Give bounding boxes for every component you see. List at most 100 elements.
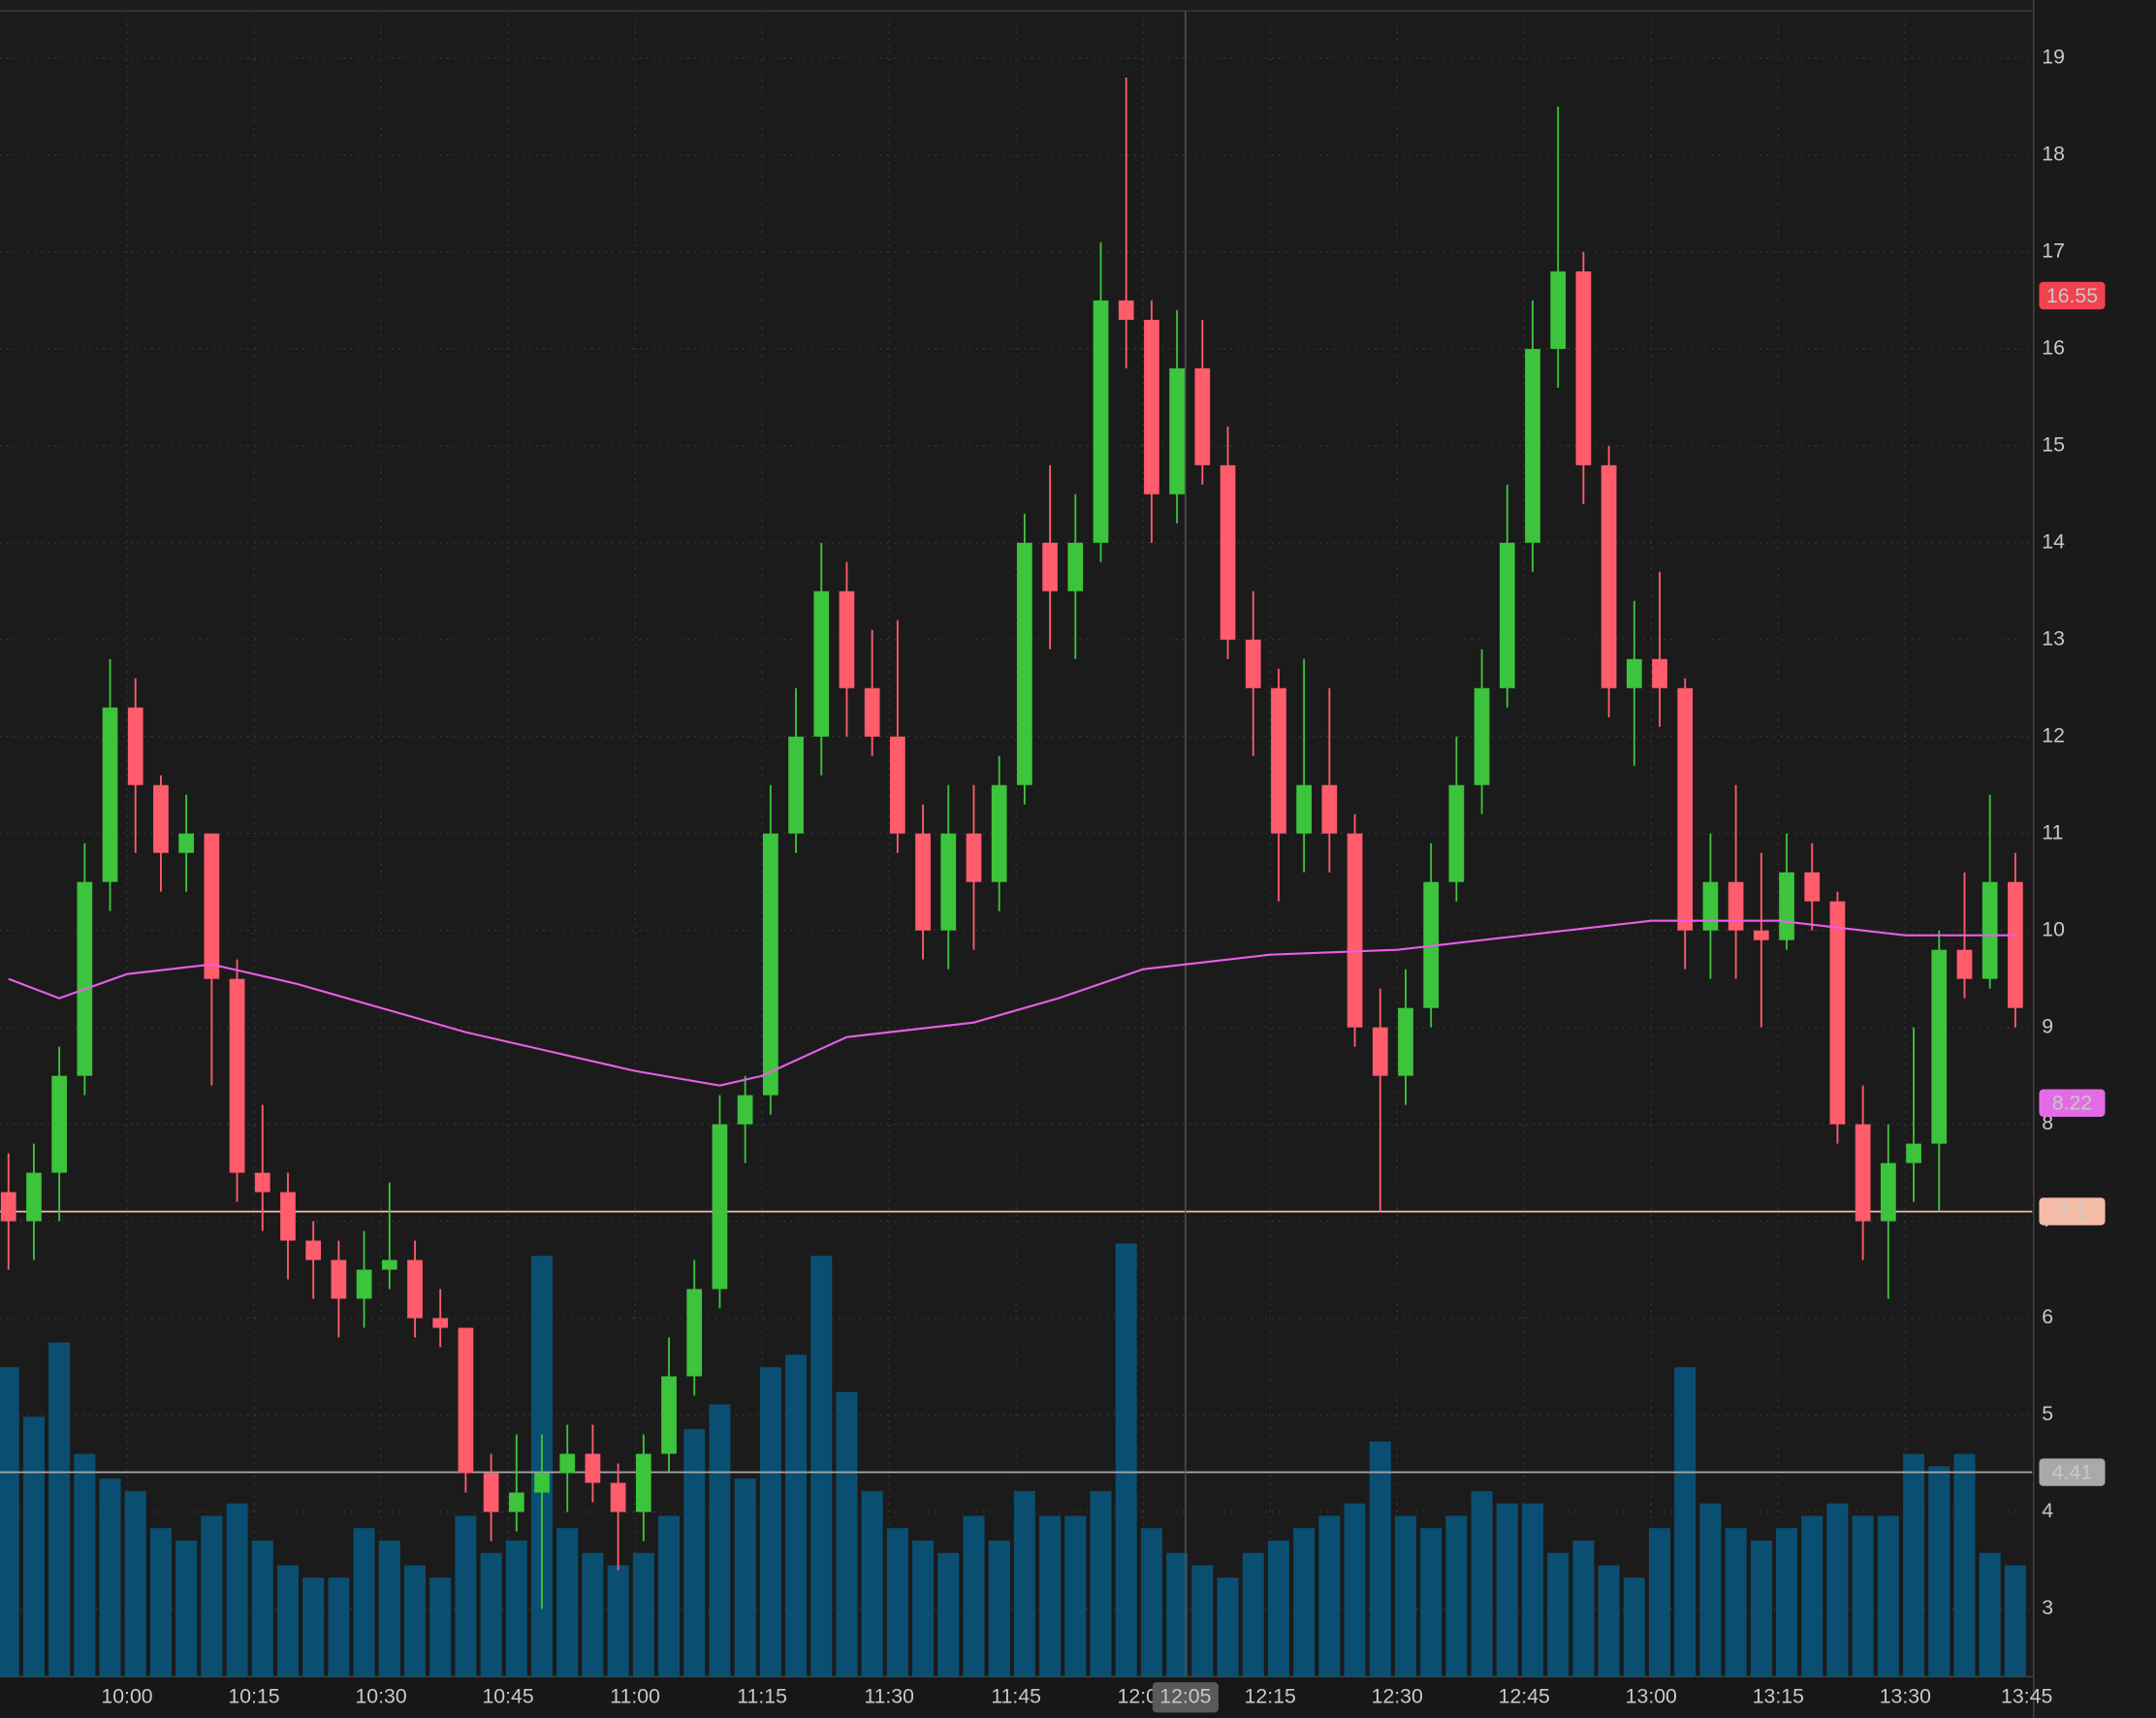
volume-bar (937, 1552, 960, 1677)
candle-body (204, 833, 220, 979)
volume-bar (1598, 1565, 1620, 1677)
candle-body (864, 687, 880, 737)
volume-bar (1115, 1243, 1137, 1677)
volume-bar (403, 1565, 427, 1677)
volume-bar (734, 1479, 756, 1677)
candle-body (229, 978, 245, 1173)
candle-body (788, 736, 804, 834)
moving-average-line (8, 919, 2015, 1087)
candle-body (940, 833, 957, 931)
volume-bar (505, 1540, 527, 1677)
x-tick-label: 11:30 (864, 1684, 914, 1707)
volume-bar (1953, 1453, 1976, 1677)
candle-body (686, 1288, 703, 1377)
candle-body (305, 1240, 322, 1260)
candle-body (635, 1453, 651, 1512)
candle-body (559, 1453, 576, 1474)
candle-body (1118, 300, 1134, 320)
candle-body (26, 1172, 42, 1222)
candle-body (1271, 687, 1286, 834)
volume-bar (1674, 1367, 1696, 1677)
volume-bar (1547, 1552, 1569, 1677)
volume-bar (1267, 1540, 1289, 1677)
price-tag-box (2039, 281, 2106, 310)
y-tick-label: 10 (2042, 917, 2065, 940)
y-tick-label: 16 (2042, 336, 2065, 360)
candle-body (1728, 881, 1744, 931)
candle-body (1474, 687, 1490, 785)
candle-body (1220, 464, 1236, 640)
candle-body (1880, 1162, 1896, 1222)
volume-bar (1191, 1565, 1214, 1677)
volume-bar (175, 1540, 198, 1677)
x-tick-label: 11:45 (991, 1684, 1041, 1707)
candle-body (1017, 542, 1032, 785)
candle-body (1855, 1124, 1871, 1222)
candle-body (1321, 784, 1338, 834)
y-tick-label: 13 (2042, 626, 2065, 650)
x-tick-label: 13:30 (1880, 1684, 1931, 1707)
volume-bar (912, 1540, 935, 1677)
volume-bar (683, 1429, 706, 1677)
candle-body (534, 1473, 550, 1493)
volume-bar (1521, 1503, 1544, 1677)
crosshair-label-box (1152, 1682, 1219, 1713)
x-tick-label: 12:30 (1372, 1684, 1423, 1707)
price-tag-label: 16.55 (2046, 284, 2098, 307)
candle-body (1601, 464, 1617, 688)
candle-body (763, 833, 778, 1096)
volume-bar (1090, 1490, 1112, 1677)
candle-body (890, 736, 905, 834)
candle-body (737, 1095, 753, 1125)
volume-bar (276, 1565, 299, 1677)
candle-body (1753, 930, 1769, 940)
candle-body (407, 1259, 423, 1319)
candle-body (1525, 348, 1540, 543)
volume-bar (988, 1540, 1010, 1677)
volume-bar (455, 1515, 477, 1677)
candle-body (508, 1492, 524, 1512)
candle-body (1372, 1027, 1388, 1076)
volume-bar (1572, 1540, 1595, 1677)
x-tick-label: 10:30 (355, 1684, 406, 1707)
price-tag-box (2039, 1197, 2106, 1225)
candle-body (1245, 639, 1261, 688)
volume-bar (1928, 1466, 1950, 1677)
volume-bar (22, 1416, 45, 1677)
volume-bar (1826, 1503, 1849, 1677)
candle-body (0, 1192, 16, 1222)
x-tick-label: 10:15 (228, 1684, 279, 1707)
candle-body (661, 1376, 677, 1454)
volume-bar (1013, 1490, 1035, 1677)
x-tick-label: 11:15 (737, 1684, 787, 1707)
y-tick-label: 12 (2042, 723, 2065, 747)
volume-bar (1623, 1577, 1645, 1677)
y-tick-label: 14 (2042, 529, 2065, 553)
candle-body (1702, 881, 1719, 931)
y-tick-label: 5 (2042, 1402, 2053, 1425)
volume-bar (556, 1528, 579, 1677)
candle-body (1144, 319, 1159, 494)
candle-body (2008, 881, 2023, 1008)
y-tick-label: 6 (2042, 1305, 2053, 1328)
x-tick-label: 13:00 (1626, 1684, 1677, 1707)
candle-body (458, 1327, 474, 1474)
volume-bar (1242, 1552, 1264, 1677)
crosshair-label: 12:05 (1159, 1684, 1211, 1707)
candle-body (280, 1192, 296, 1241)
candle-body (178, 833, 195, 853)
volume-bar (0, 1367, 19, 1677)
candle-body (1169, 367, 1185, 494)
candle-body (712, 1124, 728, 1289)
candle-body (483, 1473, 499, 1512)
volume-bar (861, 1490, 883, 1677)
y-tick-label: 9 (2042, 1014, 2053, 1037)
volume-bar (1496, 1503, 1518, 1677)
candle-body (966, 833, 982, 882)
volume-bar (1852, 1515, 1874, 1677)
candle-body (1982, 881, 1998, 979)
candle-body (102, 707, 118, 882)
candle-body (381, 1259, 397, 1270)
volume-bar (810, 1256, 833, 1677)
